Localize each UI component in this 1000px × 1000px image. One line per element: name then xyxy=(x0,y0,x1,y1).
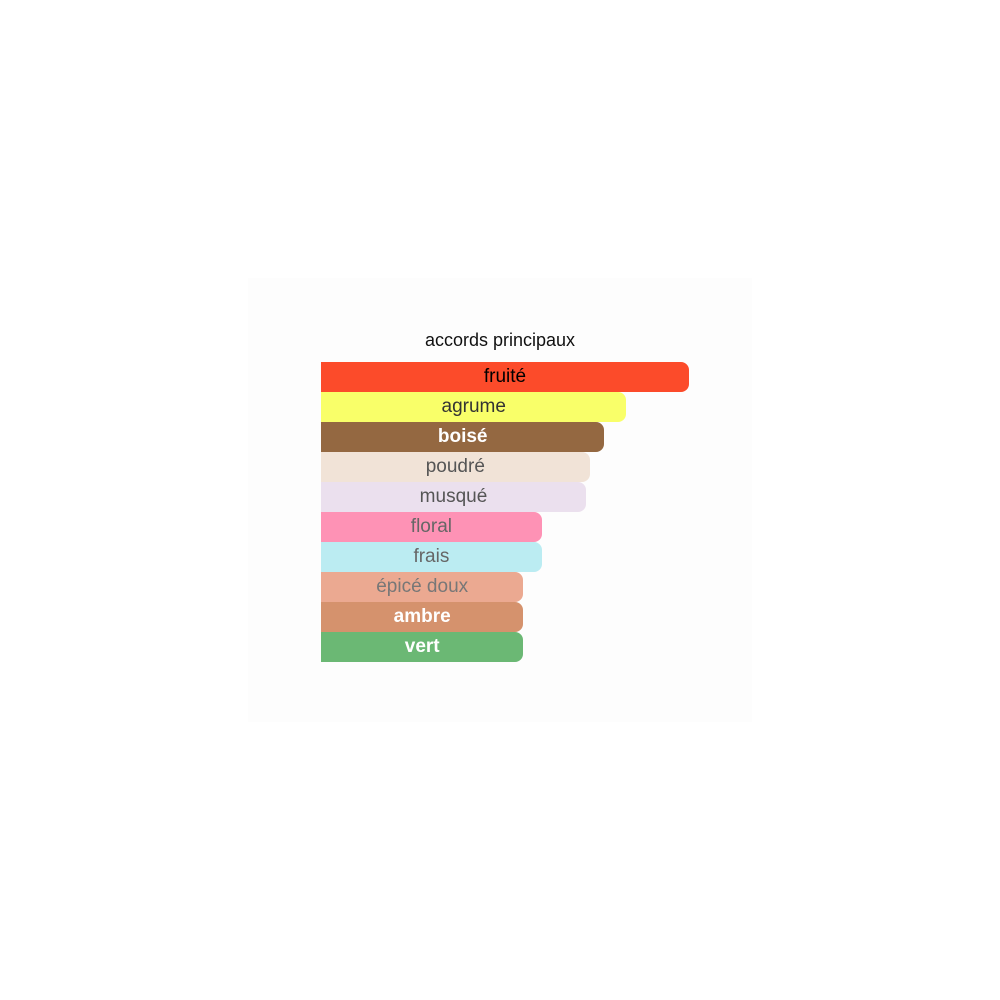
accord-label: musqué xyxy=(419,486,488,507)
accord-bars: fruité agrume boisé poudré musqué floral frais… xyxy=(321,362,721,662)
accord-bar-9: vert xyxy=(321,632,524,662)
accord-label: ambre xyxy=(393,606,451,627)
accord-bar-7: épicé doux xyxy=(321,572,524,602)
accord-label: épicé doux xyxy=(376,576,469,597)
accord-label: agrume xyxy=(441,396,506,417)
accord-label: vert xyxy=(404,636,440,657)
accord-bar-4: musqué xyxy=(321,482,586,512)
accord-bar-3: poudré xyxy=(321,452,590,482)
accord-bar-8: ambre xyxy=(321,602,524,632)
accord-bar-5: floral xyxy=(321,512,542,542)
accord-label: floral xyxy=(410,516,452,537)
accord-label: boisé xyxy=(437,426,488,447)
accord-bar-6: frais xyxy=(321,542,542,572)
chart-title: accords principaux xyxy=(424,330,576,350)
accord-label: poudré xyxy=(425,456,485,477)
accord-label: frais xyxy=(413,546,450,567)
accord-bar-1: agrume xyxy=(321,392,627,422)
accord-bar-2: boisé xyxy=(321,422,605,452)
accord-label: fruité xyxy=(483,366,527,387)
accord-bar-0: fruité xyxy=(321,362,689,392)
